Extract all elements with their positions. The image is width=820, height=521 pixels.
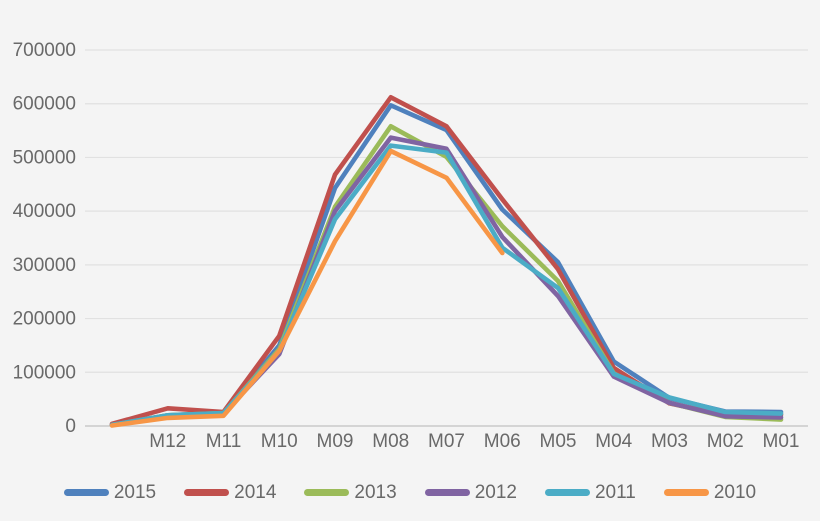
series-line-2011 — [109, 143, 784, 428]
x-axis-label: M10 — [261, 431, 298, 452]
x-axis-label: M08 — [372, 431, 409, 452]
legend-line-icon — [184, 489, 230, 496]
legend-label: 2012 — [474, 482, 517, 503]
legend-label: 2011 — [594, 482, 636, 503]
series-line-2010 — [109, 148, 505, 428]
legend-line-icon — [663, 489, 709, 496]
series-line-2013 — [109, 124, 784, 428]
legend-line-icon — [63, 489, 109, 496]
legend-line-icon — [544, 489, 590, 496]
y-axis-label: 0 — [65, 416, 76, 437]
x-axis-label: M03 — [651, 431, 688, 452]
legend-item-2015: 2015 — [63, 482, 157, 503]
legend: 2015 2014 2013 2012 2011 2010 — [0, 483, 820, 502]
x-axis-label: M06 — [484, 431, 521, 452]
legend-label: 2010 — [713, 482, 757, 503]
legend-label: 2014 — [234, 482, 277, 503]
y-axis-label: 400000 — [13, 201, 76, 222]
legend-item-2013: 2013 — [304, 482, 397, 503]
legend-label: 2013 — [354, 482, 397, 503]
x-axis-label: M01 — [763, 431, 800, 452]
y-axis-label: 200000 — [13, 309, 76, 330]
x-axis-label: M04 — [595, 431, 632, 452]
x-axis-label: M07 — [428, 431, 465, 452]
legend-item-2014: 2014 — [184, 483, 276, 502]
y-axis-label: 500000 — [13, 147, 76, 168]
y-axis-label: 300000 — [13, 255, 76, 276]
legend-item-2011: 2011 — [544, 482, 636, 503]
x-axis-label: M05 — [540, 431, 577, 452]
series-line-2014 — [109, 95, 784, 427]
legend-item-2010: 2010 — [663, 482, 757, 503]
legend-item-2012: 2012 — [424, 482, 517, 503]
x-axis-label: M11 — [206, 431, 242, 452]
y-axis-label: 600000 — [13, 94, 76, 115]
x-axis-label: M02 — [707, 431, 744, 452]
y-axis-label: 100000 — [13, 362, 76, 383]
x-axis-label: M09 — [317, 431, 354, 452]
y-axis-label: 700000 — [13, 40, 76, 61]
legend-line-icon — [424, 489, 470, 496]
x-axis-label: M12 — [149, 431, 186, 452]
legend-line-icon — [304, 489, 350, 496]
legend-label: 2015 — [113, 482, 157, 503]
